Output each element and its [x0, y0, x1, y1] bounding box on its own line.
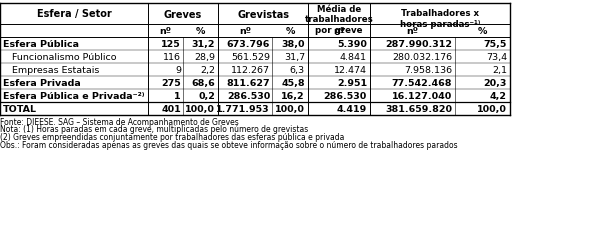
Text: Esfera Pública: Esfera Pública [3, 40, 79, 49]
Text: 381.659.820: 381.659.820 [385, 105, 452, 114]
Text: 2,1: 2,1 [492, 66, 507, 75]
Text: Esfera Privada: Esfera Privada [3, 79, 81, 88]
Text: 116: 116 [163, 53, 181, 62]
Text: 6,3: 6,3 [290, 66, 305, 75]
Text: 280.032.176: 280.032.176 [392, 53, 452, 62]
Text: Esfera / Setor: Esfera / Setor [37, 9, 111, 19]
Text: 7.958.136: 7.958.136 [404, 66, 452, 75]
Text: Obs.: Foram consideradas apenas as greves das quais se obteve informação sobre o: Obs.: Foram consideradas apenas as greve… [0, 140, 458, 149]
Text: 31,7: 31,7 [284, 53, 305, 62]
Text: 2,2: 2,2 [200, 66, 215, 75]
Text: 12.474: 12.474 [334, 66, 367, 75]
Text: 1: 1 [175, 92, 181, 101]
Text: 5.390: 5.390 [337, 40, 367, 49]
Text: Nota: (1) Horas paradas em cada greve, multiplicadas pelo número de grevistas: Nota: (1) Horas paradas em cada greve, m… [0, 125, 308, 134]
Text: 673.796: 673.796 [226, 40, 270, 49]
Text: 100,0: 100,0 [275, 105, 305, 114]
Text: 20,3: 20,3 [484, 79, 507, 88]
Text: nº: nº [159, 27, 172, 36]
Text: Brasil - 2012: Brasil - 2012 [218, 0, 292, 2]
Text: Funcionalismo Público: Funcionalismo Público [12, 53, 117, 62]
Text: 16,2: 16,2 [281, 92, 305, 101]
Text: 28,9: 28,9 [194, 53, 215, 62]
Text: Esfera Pública e Privada⁻²⁾: Esfera Pública e Privada⁻²⁾ [3, 92, 144, 101]
Text: Trabalhadores x
horas paradas⁻¹⁾: Trabalhadores x horas paradas⁻¹⁾ [400, 9, 480, 29]
Text: Greves: Greves [164, 9, 202, 19]
Text: 286.530: 286.530 [324, 92, 367, 101]
Text: 125: 125 [161, 40, 181, 49]
Text: nº: nº [239, 27, 251, 36]
Text: TOTAL: TOTAL [3, 105, 37, 114]
Text: 100,0: 100,0 [185, 105, 215, 114]
Text: 31,2: 31,2 [191, 40, 215, 49]
Text: 77.542.468: 77.542.468 [391, 79, 452, 88]
Text: 4,2: 4,2 [490, 92, 507, 101]
Text: 287.990.312: 287.990.312 [385, 40, 452, 49]
Text: 275: 275 [161, 79, 181, 88]
Text: Fonte: DIEESE. SAG – Sistema de Acompanhamento de Greves: Fonte: DIEESE. SAG – Sistema de Acompanh… [0, 117, 239, 126]
Text: 4.841: 4.841 [340, 53, 367, 62]
Text: Empresas Estatais: Empresas Estatais [12, 66, 100, 75]
Text: (2) Greves empreendidas conjuntamente por trabalhadores das esferas pública e pr: (2) Greves empreendidas conjuntamente po… [0, 132, 344, 141]
Text: 45,8: 45,8 [281, 79, 305, 88]
Text: 75,5: 75,5 [484, 40, 507, 49]
Text: Média de
trabalhadores
por greve: Média de trabalhadores por greve [304, 5, 373, 35]
Text: 112.267: 112.267 [231, 66, 270, 75]
Text: 68,6: 68,6 [191, 79, 215, 88]
Text: 100,0: 100,0 [477, 105, 507, 114]
Text: 811.627: 811.627 [226, 79, 270, 88]
Text: 2.951: 2.951 [337, 79, 367, 88]
Text: 1.771.953: 1.771.953 [216, 105, 270, 114]
Text: 73,4: 73,4 [486, 53, 507, 62]
Text: 401: 401 [161, 105, 181, 114]
Text: nº: nº [406, 27, 419, 36]
Text: 286.530: 286.530 [226, 92, 270, 101]
Text: 38,0: 38,0 [281, 40, 305, 49]
Text: %: % [478, 27, 487, 36]
Text: 4.419: 4.419 [337, 105, 367, 114]
Text: 0,2: 0,2 [198, 92, 215, 101]
Text: 561.529: 561.529 [231, 53, 270, 62]
Text: %: % [285, 27, 295, 36]
Text: nº: nº [333, 27, 345, 36]
Text: 16.127.040: 16.127.040 [392, 92, 452, 101]
Text: 9: 9 [175, 66, 181, 75]
Text: Grevistas: Grevistas [237, 9, 289, 19]
Text: %: % [196, 27, 205, 36]
